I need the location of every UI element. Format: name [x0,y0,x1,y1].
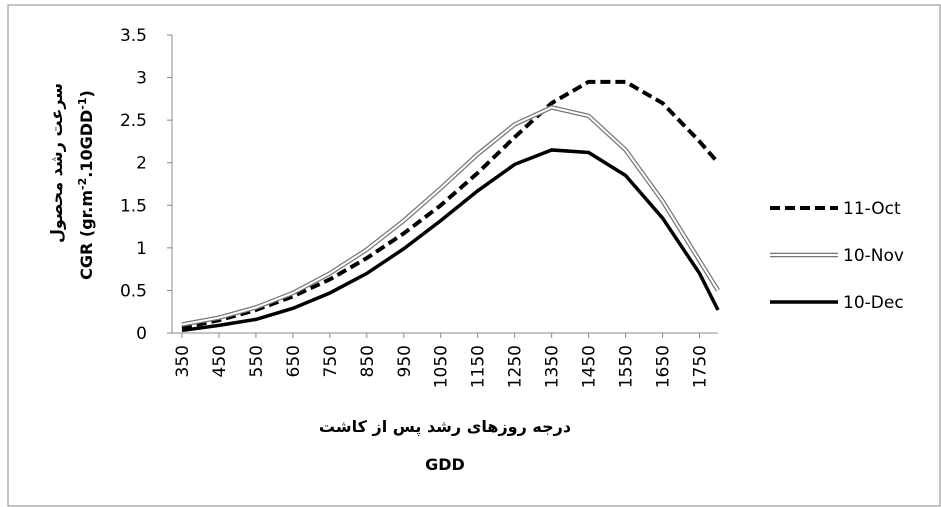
x-label: GDD [425,455,465,474]
y-label: CGR (gr.m-2.10GDD-1) [76,90,96,280]
legend-item: 10-Dec [770,293,904,313]
x-tick-label: 1050 [432,345,452,388]
line-series-core [181,106,719,326]
x-tick-label: 850 [358,345,378,377]
x-title: درجه روزهای رشد پس از کاشت [319,417,571,437]
y-title: سرعت رشد محصول [47,83,66,243]
legend-label: 11-Oct [843,199,901,219]
series-group [181,79,720,330]
line-series [181,79,720,330]
y-tick-label: 2 [136,154,147,174]
x-tick-label: 1750 [691,345,711,388]
y-label-part: -2 [76,178,89,190]
x-tick-label: 1550 [617,345,637,388]
x-tick-label: 450 [210,345,230,377]
y-label-part: -1 [76,97,89,109]
legend-item: 11-Oct [770,199,901,219]
y-label-part: .10GDD [77,110,96,178]
x-tick-label: 350 [173,345,193,377]
y-tick-label: 3 [136,69,147,89]
x-tick-label: 550 [247,345,267,377]
y-tick-label: 3.5 [120,26,147,46]
series-group [181,105,720,327]
x-tick-label: 750 [321,345,341,377]
y-label-part: ) [77,90,96,97]
y-tick-label: 2.5 [120,111,147,131]
legend-label: 10-Nov [843,246,904,266]
legend-label: 10-Dec [843,293,904,313]
line-series [181,148,720,333]
x-tick-label: 950 [395,345,415,377]
x-tick-label: 650 [284,345,304,377]
y-tick-label: 0 [136,324,147,344]
series-group [181,148,720,333]
y-label-part: CGR (gr.m [77,190,96,280]
legend-item: 10-Nov [770,246,904,266]
x-tick-label: 1350 [543,345,563,388]
x-tick-label: 1450 [580,345,600,388]
y-tick-label: 1 [136,239,147,259]
x-tick-label: 1650 [654,345,674,388]
y-tick-label: 0.5 [120,281,147,301]
y-tick-label: 1.5 [120,196,147,216]
x-tick-label: 1150 [469,345,489,388]
x-tick-label: 1250 [506,345,526,388]
